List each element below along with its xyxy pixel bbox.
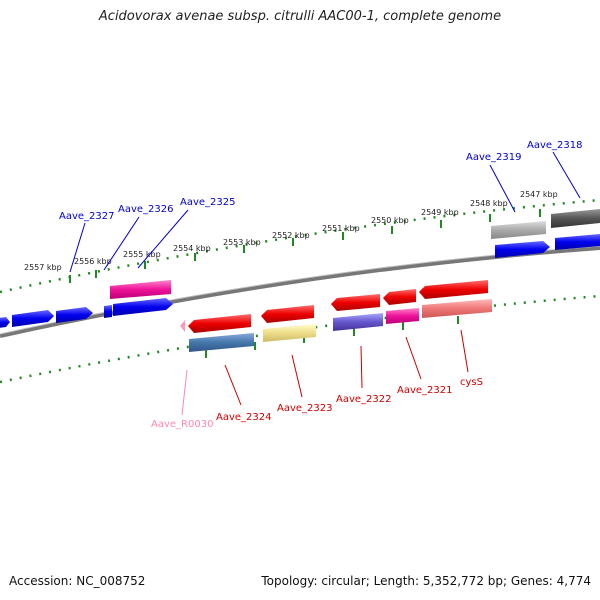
gene-arrow[interactable] [180, 320, 185, 332]
gene-label[interactable]: Aave_2324 [216, 412, 272, 423]
gene-label[interactable]: Aave_2322 [336, 394, 392, 405]
gene-label[interactable]: Aave_2323 [277, 403, 333, 414]
tick-label: 2551 kbp [322, 224, 360, 233]
gene-arrow[interactable] [422, 299, 492, 318]
gene-arrow[interactable] [0, 317, 10, 328]
gene-arrow[interactable] [263, 324, 316, 342]
gene-arrow[interactable] [495, 241, 550, 258]
gene-arrow[interactable] [56, 307, 93, 323]
gene-labels: Aave_2327 Aave_2326 Aave_2325 Aave_2319 … [59, 140, 583, 430]
gene-arrow[interactable] [110, 280, 171, 299]
tick-label: 2552 kbp [272, 231, 310, 240]
gene-label[interactable]: Aave_2326 [118, 204, 174, 215]
gene-label[interactable]: Aave_R0030 [151, 419, 213, 430]
callout-lines [69, 151, 581, 416]
gene-label[interactable]: Aave_2327 [59, 211, 115, 222]
tick-labels: 2557 kbp 2556 kbp 2555 kbp 2554 kbp 2553… [24, 190, 558, 272]
tick-label: 2549 kbp [421, 208, 459, 217]
gene-label[interactable]: cysS [460, 377, 483, 388]
gene-label[interactable]: Aave_2321 [397, 385, 453, 396]
gene-arrow[interactable] [383, 289, 416, 305]
forward-strand-genes [0, 209, 600, 328]
gene-arrow[interactable] [386, 308, 419, 324]
map-title: Acidovorax avenae subsp. citrulli AAC00-… [98, 9, 502, 24]
gene-arrow[interactable] [331, 294, 380, 311]
tick-label: 2556 kbp [74, 257, 112, 266]
tick-label: 2548 kbp [470, 199, 508, 208]
tick-label: 2555 kbp [123, 250, 161, 259]
gene-arrow[interactable] [189, 333, 254, 352]
gene-arrow[interactable] [333, 313, 383, 331]
gene-arrow[interactable] [419, 280, 488, 299]
tick-label: 2553 kbp [223, 238, 261, 247]
genome-summary-text: Topology: circular; Length: 5,352,772 bp… [261, 574, 591, 588]
gene-arrow[interactable] [261, 305, 314, 323]
gene-arrow[interactable] [104, 305, 112, 318]
gene-arrow[interactable] [551, 209, 600, 228]
gene-label[interactable]: Aave_2319 [466, 152, 522, 163]
major-ticks [69, 209, 541, 283]
accession-text: Accession: NC_008752 [9, 574, 146, 588]
gene-label[interactable]: Aave_2318 [527, 140, 583, 151]
tick-label: 2547 kbp [520, 190, 558, 199]
gene-label[interactable]: Aave_2325 [180, 197, 236, 208]
gene-arrow[interactable] [188, 314, 251, 333]
tick-label: 2554 kbp [173, 244, 211, 253]
gene-arrow[interactable] [555, 234, 600, 250]
gene-arrow[interactable] [491, 221, 546, 239]
tick-label: 2550 kbp [371, 216, 409, 225]
gene-arrow[interactable] [12, 310, 54, 327]
tick-label: 2557 kbp [24, 263, 62, 272]
gene-arrow[interactable] [113, 298, 173, 316]
reverse-strand-genes [180, 280, 492, 352]
